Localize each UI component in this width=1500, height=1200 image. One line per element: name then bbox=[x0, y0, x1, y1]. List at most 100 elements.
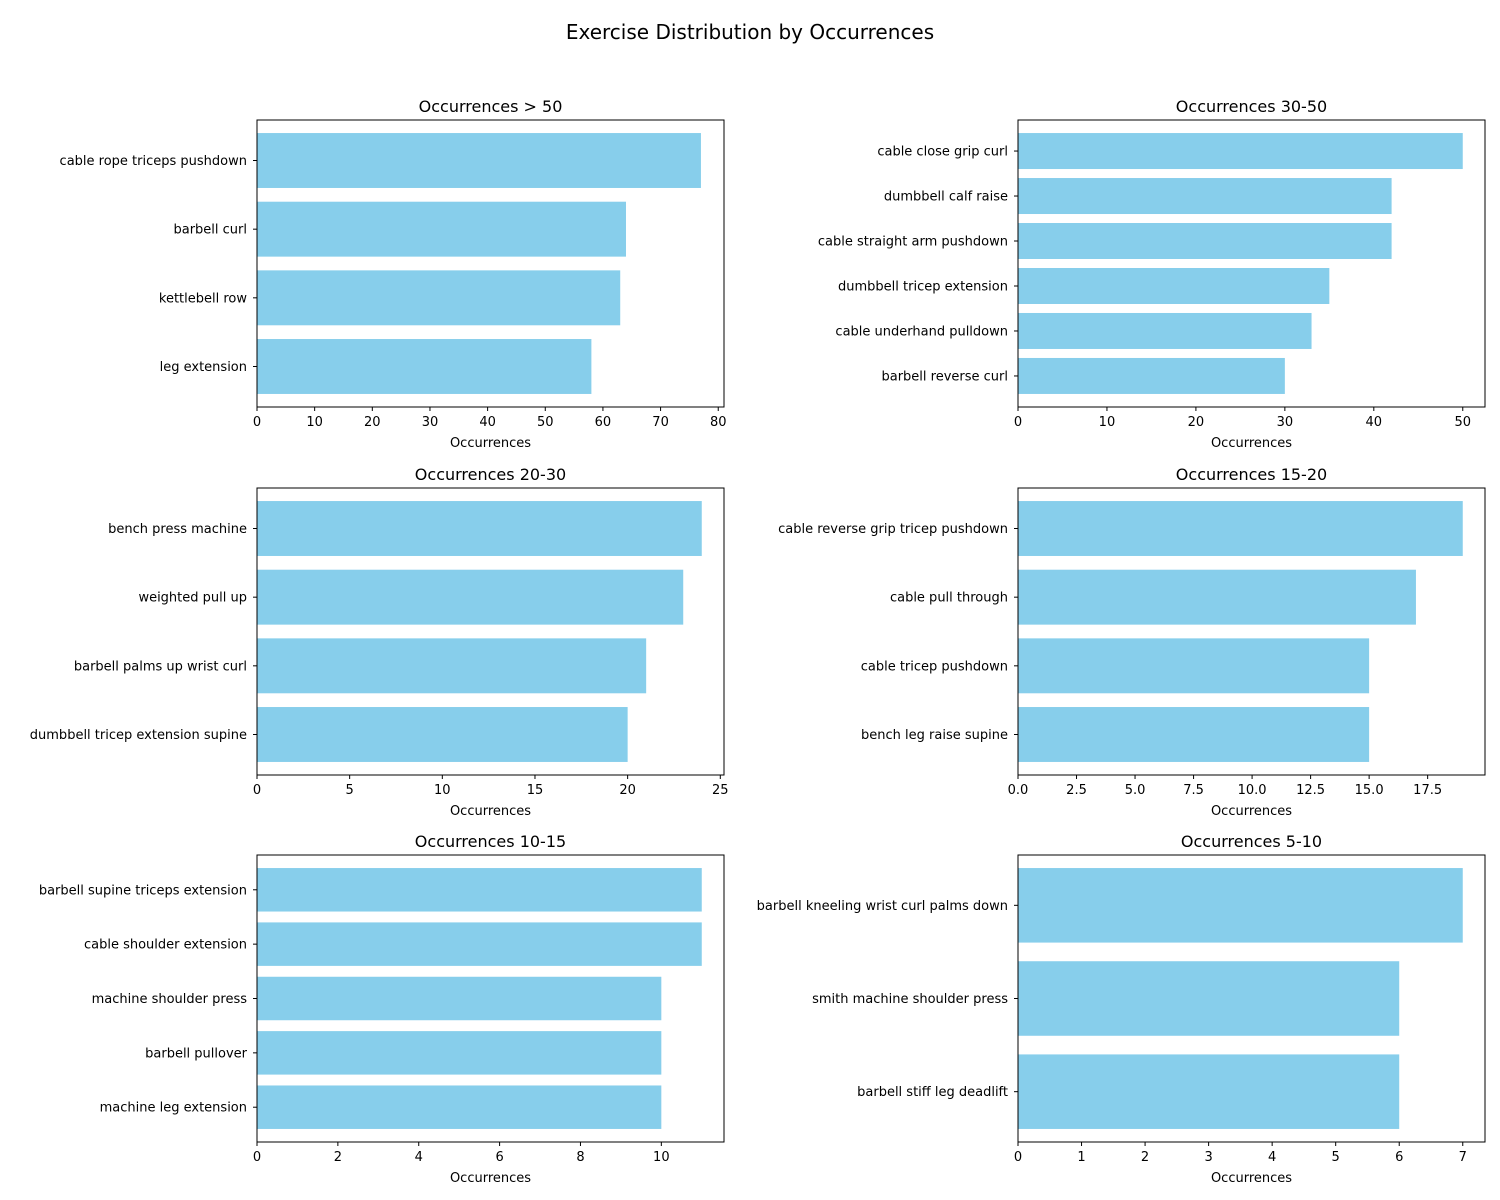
y-tick-label: cable tricep pushdown bbox=[861, 659, 1008, 674]
x-tick-label: 10 bbox=[653, 1150, 670, 1165]
x-axis-label: Occurrences bbox=[1211, 804, 1292, 819]
y-tick-label: barbell supine triceps extension bbox=[39, 883, 247, 898]
bar bbox=[257, 922, 702, 966]
x-tick-label: 6 bbox=[495, 1150, 503, 1165]
axes-frame bbox=[256, 119, 725, 408]
bar bbox=[1018, 223, 1392, 260]
bar bbox=[257, 1031, 662, 1075]
x-tick-label: 10.0 bbox=[1238, 783, 1267, 798]
bar bbox=[257, 133, 701, 188]
bar bbox=[1018, 569, 1416, 625]
subplot-6: barbell kneeling wrist curl palms down sm… bbox=[757, 832, 1486, 1186]
x-tick-label: 2 bbox=[1141, 1150, 1149, 1165]
y-tick-label: weighted pull up bbox=[138, 591, 247, 606]
bar bbox=[1018, 312, 1312, 349]
x-tick-label: 30 bbox=[422, 415, 439, 430]
subplot-5: barbell supine triceps extension cable sh… bbox=[39, 832, 725, 1186]
y-tick-label: kettlebell row bbox=[159, 291, 247, 306]
x-tick-label: 3 bbox=[1204, 1150, 1212, 1165]
bar bbox=[257, 501, 702, 556]
y-tick-label: bench press machine bbox=[108, 522, 247, 537]
bar bbox=[257, 201, 626, 257]
x-axis-label: Occurrences bbox=[1211, 1171, 1292, 1186]
y-tick-label: smith machine shoulder press bbox=[812, 992, 1008, 1007]
bar bbox=[257, 1085, 662, 1129]
x-tick-label: 40 bbox=[479, 415, 496, 430]
x-tick-label: 15 bbox=[527, 783, 544, 798]
bar bbox=[257, 707, 628, 762]
x-tick-label: 50 bbox=[1454, 415, 1471, 430]
x-tick-label: 0 bbox=[253, 783, 261, 798]
x-tick-label: 5.0 bbox=[1125, 783, 1146, 798]
y-tick-label: cable reverse grip tricep pushdown bbox=[778, 522, 1008, 537]
figure-title: Exercise Distribution by Occurrences bbox=[566, 20, 934, 44]
x-tick-label: 5 bbox=[1332, 1150, 1340, 1165]
x-tick-label: 25 bbox=[712, 783, 729, 798]
y-tick-label: machine shoulder press bbox=[92, 992, 248, 1007]
x-tick-label: 2.5 bbox=[1066, 783, 1087, 798]
y-tick-label: barbell stiff leg deadlift bbox=[857, 1085, 1008, 1100]
x-tick-label: 40 bbox=[1366, 415, 1383, 430]
x-tick-label: 5 bbox=[346, 783, 354, 798]
bar bbox=[257, 339, 592, 394]
y-tick-label: cable rope triceps pushdown bbox=[60, 154, 247, 169]
subplot-4: cable reverse grip tricep pushdown cable … bbox=[778, 465, 1486, 819]
x-tick-label: 70 bbox=[652, 415, 669, 430]
x-tick-label: 10 bbox=[306, 415, 323, 430]
x-tick-label: 7.5 bbox=[1183, 783, 1204, 798]
x-tick-label: 20 bbox=[364, 415, 381, 430]
subplot-title: Occurrences > 50 bbox=[419, 97, 563, 116]
x-axis-label: Occurrences bbox=[450, 436, 531, 451]
axes-frame bbox=[1017, 854, 1486, 1143]
bar bbox=[257, 638, 647, 694]
y-tick-label: machine leg extension bbox=[100, 1101, 247, 1116]
axes-frame bbox=[1017, 487, 1486, 776]
x-tick-label: 4 bbox=[415, 1150, 423, 1165]
x-tick-label: 0.0 bbox=[1008, 783, 1029, 798]
axes-frame bbox=[1017, 119, 1486, 408]
x-tick-label: 0 bbox=[253, 415, 261, 430]
subplot-title: Occurrences 5-10 bbox=[1181, 832, 1322, 851]
bar bbox=[257, 976, 662, 1021]
bar bbox=[257, 868, 702, 912]
bar bbox=[1018, 357, 1285, 394]
bar bbox=[1018, 961, 1400, 1036]
y-tick-label: barbell curl bbox=[173, 223, 247, 238]
subplot-title: Occurrences 20-30 bbox=[415, 465, 566, 484]
x-tick-label: 20 bbox=[619, 783, 636, 798]
bar bbox=[1018, 1054, 1400, 1129]
subplot-2: cable close grip curl dumbbell calf raise… bbox=[818, 97, 1486, 451]
x-tick-label: 0 bbox=[1014, 1150, 1022, 1165]
x-tick-label: 15.0 bbox=[1355, 783, 1384, 798]
subplot-title: Occurrences 15-20 bbox=[1176, 465, 1327, 484]
subplot-3: bench press machine weighted pull up barbe… bbox=[30, 465, 729, 819]
bar bbox=[257, 270, 621, 326]
subplot-title: Occurrences 30-50 bbox=[1176, 97, 1327, 116]
y-tick-label: cable shoulder extension bbox=[84, 938, 247, 953]
x-axis-label: Occurrences bbox=[450, 1171, 531, 1186]
y-tick-label: dumbbell tricep extension supine bbox=[30, 728, 247, 743]
y-tick-label: dumbbell calf raise bbox=[884, 190, 1008, 205]
x-axis-label: Occurrences bbox=[450, 804, 531, 819]
axes-frame bbox=[256, 854, 725, 1143]
y-tick-label: barbell kneeling wrist curl palms down bbox=[757, 899, 1008, 914]
x-tick-label: 2 bbox=[334, 1150, 342, 1165]
bar bbox=[1018, 707, 1370, 762]
x-tick-label: 8 bbox=[576, 1150, 584, 1165]
bar bbox=[1018, 638, 1370, 694]
subplot-1: cable rope triceps pushdown barbell curl k… bbox=[60, 97, 727, 451]
y-tick-label: bench leg raise supine bbox=[861, 728, 1008, 743]
x-tick-label: 10 bbox=[1099, 415, 1116, 430]
y-tick-label: cable close grip curl bbox=[877, 145, 1008, 160]
y-tick-label: leg extension bbox=[160, 360, 247, 375]
x-tick-label: 4 bbox=[1268, 1150, 1276, 1165]
x-tick-label: 50 bbox=[537, 415, 554, 430]
bar bbox=[1018, 133, 1463, 170]
y-tick-label: cable straight arm pushdown bbox=[818, 235, 1008, 250]
bar bbox=[1018, 267, 1330, 304]
y-tick-label: cable underhand pulldown bbox=[835, 324, 1008, 339]
subplot-title: Occurrences 10-15 bbox=[415, 832, 566, 851]
x-tick-label: 30 bbox=[1277, 415, 1294, 430]
bar bbox=[1018, 501, 1463, 556]
